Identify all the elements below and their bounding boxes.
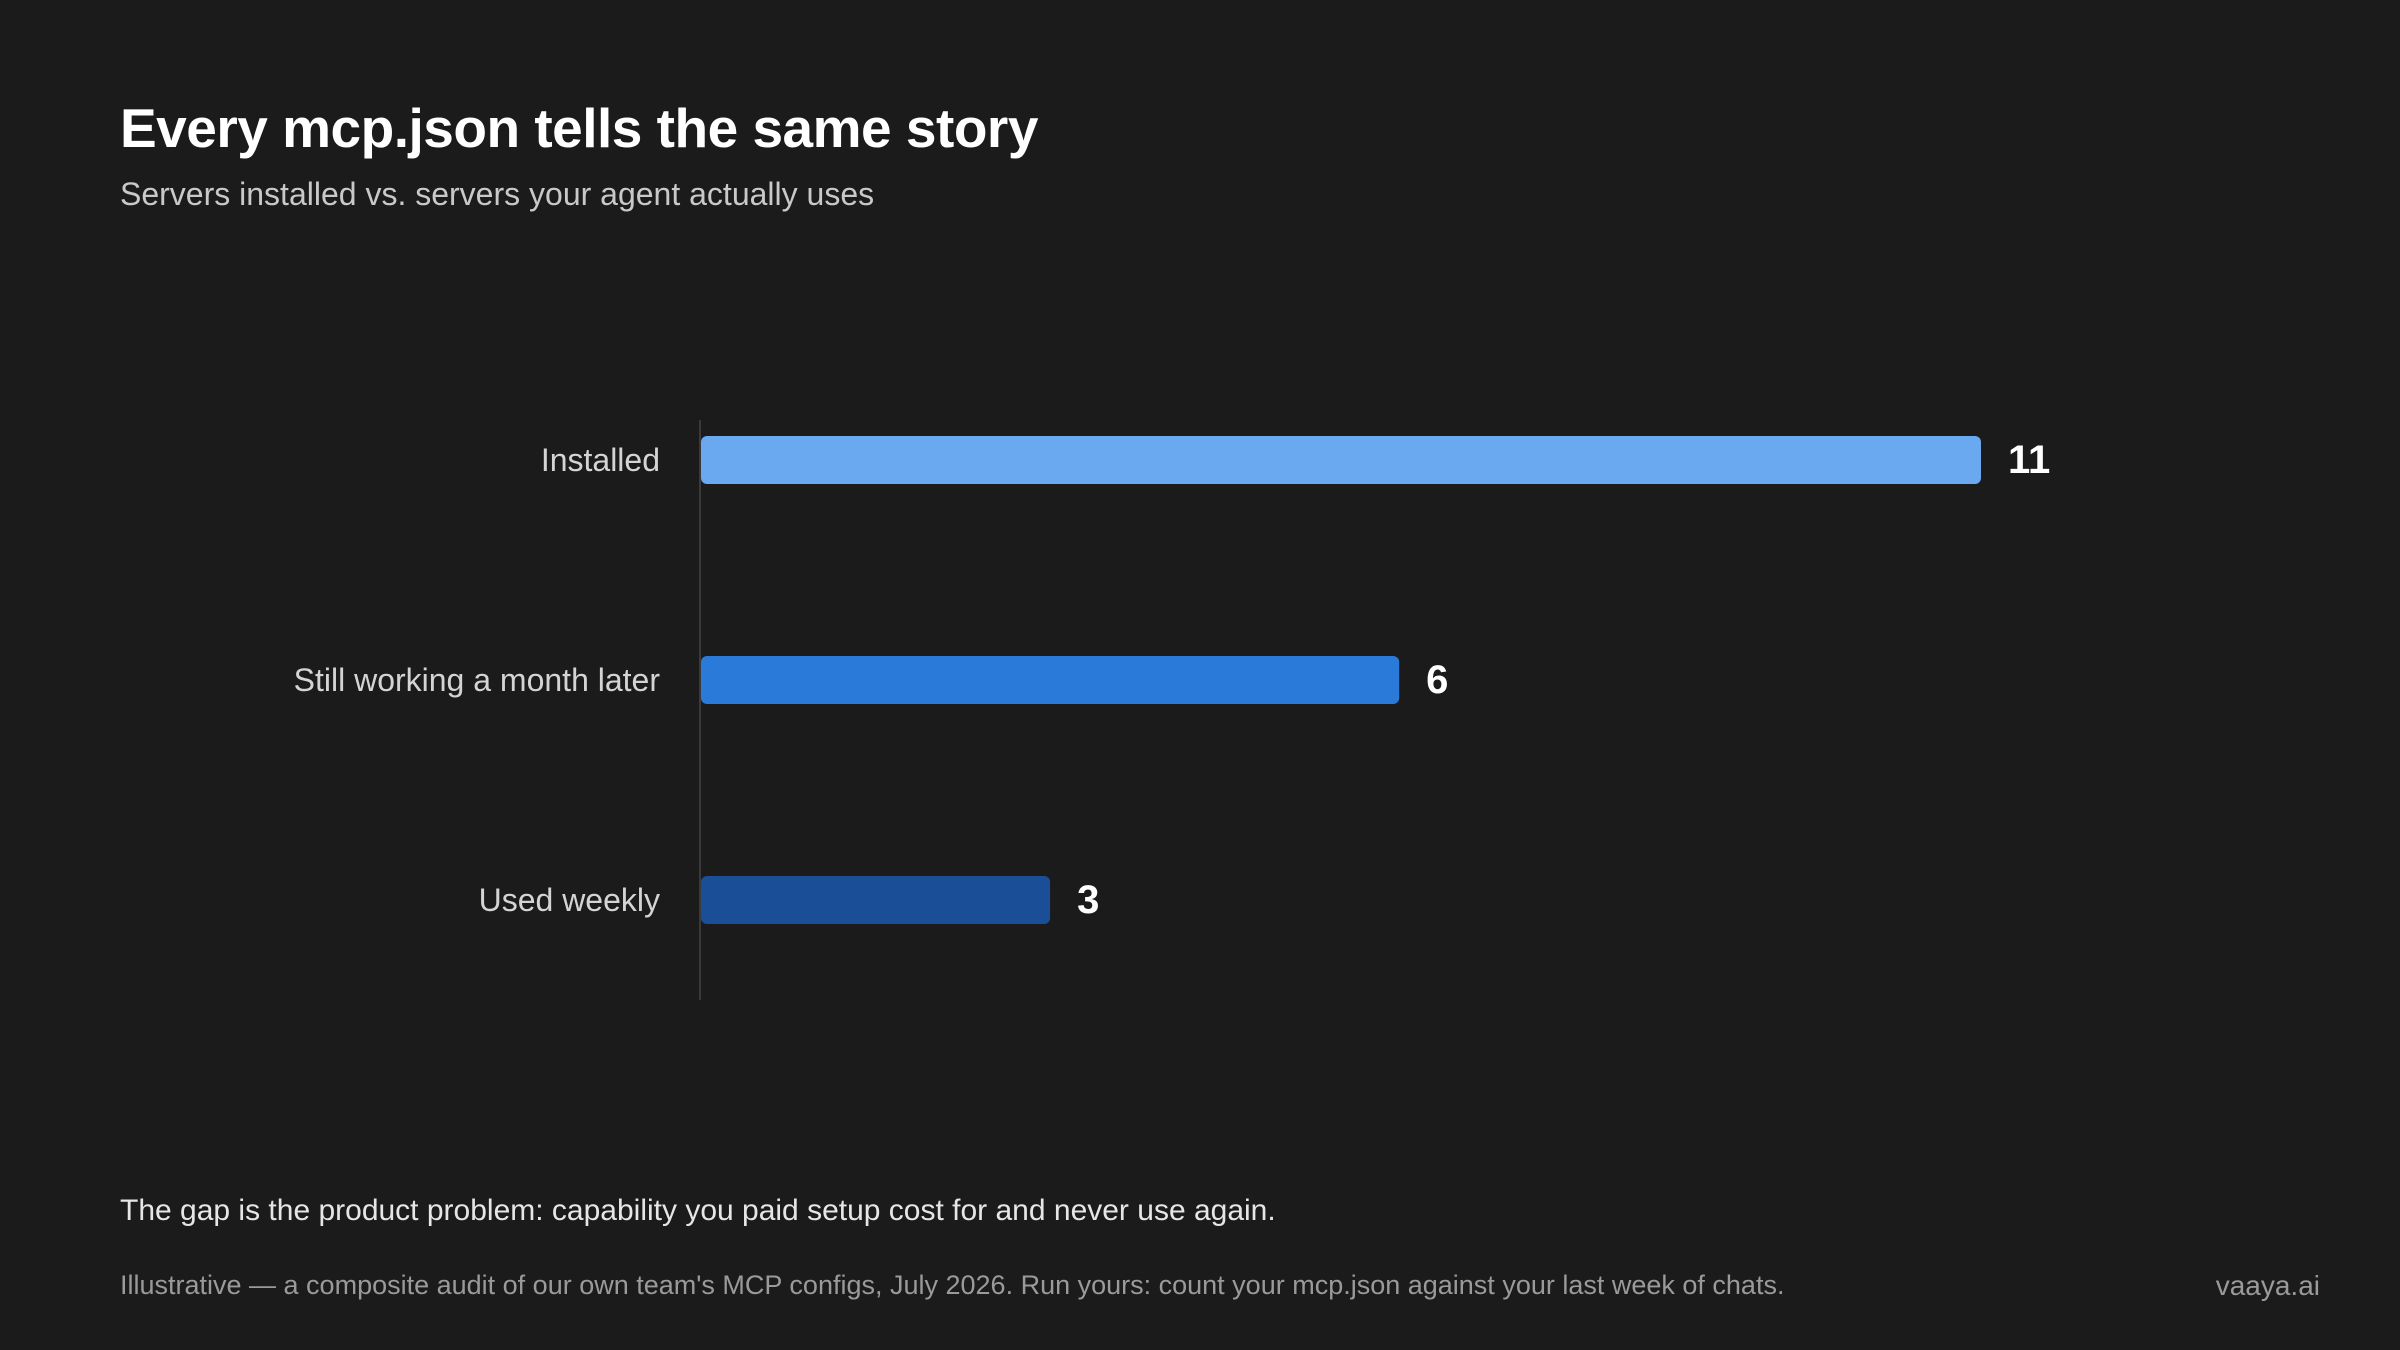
value-label-still-working-a-month-later: 6 (1426, 658, 1448, 702)
takeaway-note: The gap is the product problem: capabili… (120, 1194, 1276, 1227)
value-label-used-weekly: 3 (1077, 878, 1099, 922)
bar-used-weekly (701, 876, 1051, 924)
category-label-installed: Installed (541, 442, 660, 478)
source-footnote: Illustrative — a composite audit of our … (120, 1270, 1785, 1300)
category-label-used-weekly: Used weekly (479, 882, 660, 918)
category-label-still-working-a-month-later: Still working a month later (294, 662, 661, 698)
chart-subtitle: Servers installed vs. servers your agent… (120, 176, 875, 212)
bar-still-working-a-month-later (701, 656, 1400, 704)
brand-label: vaaya.ai (2215, 1270, 2320, 1301)
value-label-installed: 11 (2008, 438, 2050, 482)
chart-title: Every mcp.json tells the same story (120, 97, 1038, 159)
bar-installed (701, 436, 1981, 484)
